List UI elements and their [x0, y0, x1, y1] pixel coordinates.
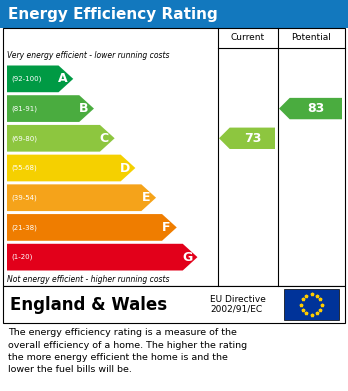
Text: Current: Current: [231, 34, 265, 43]
Polygon shape: [7, 214, 177, 241]
Text: E: E: [142, 191, 150, 204]
Polygon shape: [7, 95, 94, 122]
Text: F: F: [162, 221, 171, 234]
Polygon shape: [7, 125, 114, 152]
Text: (1-20): (1-20): [11, 254, 32, 260]
Polygon shape: [219, 127, 275, 149]
Polygon shape: [7, 244, 197, 271]
Text: (21-38): (21-38): [11, 224, 37, 231]
Text: B: B: [79, 102, 88, 115]
Text: (92-100): (92-100): [11, 75, 41, 82]
Text: (69-80): (69-80): [11, 135, 37, 142]
Text: 2002/91/EC: 2002/91/EC: [210, 305, 262, 314]
Text: C: C: [100, 132, 109, 145]
Text: (55-68): (55-68): [11, 165, 37, 171]
Polygon shape: [279, 98, 342, 119]
Text: (39-54): (39-54): [11, 194, 37, 201]
Polygon shape: [7, 66, 73, 92]
Text: G: G: [182, 251, 192, 264]
Bar: [0, 0, 348, 28]
Text: Very energy efficient - lower running costs: Very energy efficient - lower running co…: [7, 52, 169, 61]
Text: Potential: Potential: [292, 34, 331, 43]
Text: England & Wales: England & Wales: [10, 296, 167, 314]
Text: EU Directive: EU Directive: [210, 295, 266, 304]
Text: 73: 73: [244, 132, 261, 145]
Polygon shape: [7, 185, 156, 211]
Bar: [284, 289, 339, 320]
Text: A: A: [58, 72, 68, 85]
Bar: [3, 286, 345, 323]
Text: Not energy efficient - higher running costs: Not energy efficient - higher running co…: [7, 274, 169, 283]
Bar: [3, 28, 345, 286]
Text: Energy Efficiency Rating: Energy Efficiency Rating: [8, 7, 218, 22]
Text: 83: 83: [307, 102, 324, 115]
Text: D: D: [120, 161, 130, 174]
Polygon shape: [7, 155, 135, 181]
Text: The energy efficiency rating is a measure of the
overall efficiency of a home. T: The energy efficiency rating is a measur…: [8, 328, 247, 375]
Text: (81-91): (81-91): [11, 105, 37, 112]
